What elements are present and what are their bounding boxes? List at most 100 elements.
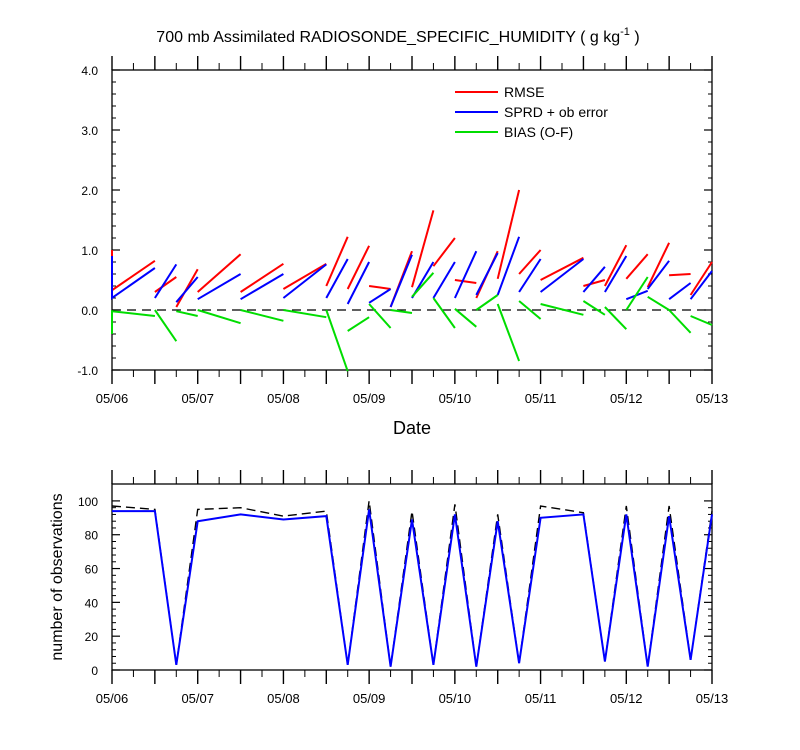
series-segment-sprd-ob-error [453, 250, 478, 299]
series-segment-bias-o-f [283, 309, 327, 319]
series-segment-bias-o-f [647, 295, 670, 311]
series-segment-rmse [325, 236, 349, 287]
bottom-x-tick-label: 05/09 [353, 691, 386, 706]
legend-label-sprd: SPRD + ob error [504, 104, 608, 120]
chart-title-main: 700 mb Assimilated RADIOSONDE_SPECIFIC_H… [156, 29, 620, 46]
series-segment-bias-o-f [325, 309, 349, 372]
series-segment-sprd-ob-error [604, 255, 628, 293]
series-segment-sprd-ob-error [475, 252, 499, 296]
series-segment-sprd-ob-error [154, 263, 178, 299]
chart-title-exponent: -1 [620, 26, 630, 38]
bottom-x-tick-label: 05/10 [439, 691, 472, 706]
bottom-x-tick-label: 05/13 [696, 691, 729, 706]
series-segment-bias-o-f [197, 309, 241, 325]
series-segment-rmse [604, 244, 628, 287]
bottom-x-tick-label: 05/07 [181, 691, 214, 706]
series-segment-sprd-ob-error [368, 288, 392, 304]
series-segment-bias-o-f [518, 300, 542, 320]
series-segment-bias-o-f [668, 309, 692, 334]
series-segment-bias-o-f [411, 272, 435, 298]
series-line-observations-used [112, 509, 713, 667]
series-segment-rmse [454, 279, 477, 284]
series-segment-sprd-ob-error [389, 254, 413, 308]
top-y-tick-label: -1.0 [77, 364, 98, 378]
bottom-y-tick-label: 40 [85, 596, 99, 610]
series-segment-rmse [583, 279, 606, 287]
top-y-tick-label: 1.0 [81, 244, 98, 258]
series-segment-rmse [240, 262, 284, 293]
series-segment-bias-o-f [432, 297, 456, 329]
series-segment-sprd-ob-error [689, 270, 713, 300]
series-segment-bias-o-f [347, 316, 370, 332]
series-segment-rmse [346, 245, 370, 290]
series-segment-bias-o-f [582, 300, 606, 316]
series-segment-sprd-ob-error [582, 266, 606, 293]
series-segment-sprd-ob-error [282, 263, 327, 299]
series-segment-sprd-ob-error [539, 258, 585, 293]
bottom-y-tick-label: 80 [85, 529, 99, 543]
legend-label-rmse: RMSE [504, 84, 544, 100]
series-segment-rmse [518, 249, 542, 275]
series-segment-sprd-ob-error [432, 261, 456, 299]
bottom-plot-area: 0 20 40 60 80 100 05/06 05/07 05/08 05/09 05/10 05/… [78, 470, 728, 706]
series-segment-rmse [432, 237, 456, 267]
series-segment-bias-o-f [475, 294, 499, 311]
legend: RMSE SPRD + ob error BIAS (O-F) [455, 84, 608, 140]
series-segment-sprd-ob-error [518, 258, 542, 293]
x-axis-label: Date [393, 418, 431, 438]
top-x-tick-label: 05/08 [267, 391, 300, 406]
series-segment-bias-o-f [496, 303, 521, 362]
chart-title: 700 mb Assimilated RADIOSONDE_SPECIFIC_H… [156, 26, 639, 46]
bottom-y-tick-label: 100 [78, 495, 98, 509]
series-segment-bias-o-f [154, 309, 178, 342]
bottom-y-tick-label: 0 [91, 664, 98, 678]
bottom-y-tick-label: 20 [85, 630, 99, 644]
y-axis-label-observations: number of observations [49, 493, 66, 660]
series-segment-rmse [154, 276, 177, 293]
series-segment-rmse [625, 253, 649, 280]
top-y-tick-label: 2.0 [81, 184, 98, 198]
bottom-y-tick-label: 60 [85, 563, 99, 577]
series-segment-sprd-ob-error [197, 273, 242, 301]
bottom-x-tick-label: 05/11 [525, 691, 557, 706]
series-segment-rmse [540, 256, 584, 281]
series-segment-rmse [411, 210, 435, 288]
bottom-x-tick-label: 05/12 [610, 691, 643, 706]
series-segment-rmse [496, 189, 521, 280]
series-segment-bias-o-f [176, 310, 198, 317]
top-y-tick-label: 0.0 [81, 304, 98, 318]
series-segment-bias-o-f [240, 309, 284, 322]
top-x-tick-label: 05/11 [525, 391, 557, 406]
chart-title-close: ) [630, 29, 640, 46]
series-segment-sprd-ob-error [668, 282, 692, 300]
series-segment-bias-o-f [368, 303, 392, 329]
series-segment-rmse [197, 253, 242, 293]
bottom-plot-frame [111, 483, 713, 671]
series-segment-sprd-ob-error [240, 273, 284, 301]
series-segment-sprd-ob-error [325, 258, 349, 299]
series-segment-rmse [669, 273, 691, 277]
series-segment-rmse [282, 262, 327, 290]
top-x-tick-label: 05/07 [181, 391, 214, 406]
top-y-tick-label: 3.0 [81, 124, 98, 138]
series-segment-bias-o-f [604, 306, 628, 330]
series-segment-bias-o-f [454, 308, 477, 328]
series-segment-bias-o-f [111, 310, 156, 334]
series-segment-sprd-ob-error [175, 276, 199, 303]
top-x-tick-label: 05/10 [439, 391, 472, 406]
series-segment-rmse [689, 261, 713, 296]
series-segment-rmse [368, 285, 391, 290]
series-segment-sprd-ob-error [496, 236, 521, 296]
top-plot-area: -1.0 0.0 1.0 2.0 3.0 4.0 05/06 05/07 05/08 05/09 0… [77, 56, 728, 406]
series-segment-rmse [646, 242, 671, 288]
top-x-tick-label: 05/13 [696, 391, 729, 406]
series-segment-bias-o-f [390, 309, 413, 314]
top-y-tick-label: 4.0 [81, 64, 98, 78]
top-x-tick-label: 05/12 [610, 391, 643, 406]
series-segment-bias-o-f [625, 276, 649, 311]
bottom-x-tick-label: 05/06 [96, 691, 129, 706]
bottom-x-tick-label: 05/08 [267, 691, 300, 706]
series-segment-bias-o-f [540, 303, 584, 316]
top-x-tick-label: 05/06 [96, 391, 129, 406]
